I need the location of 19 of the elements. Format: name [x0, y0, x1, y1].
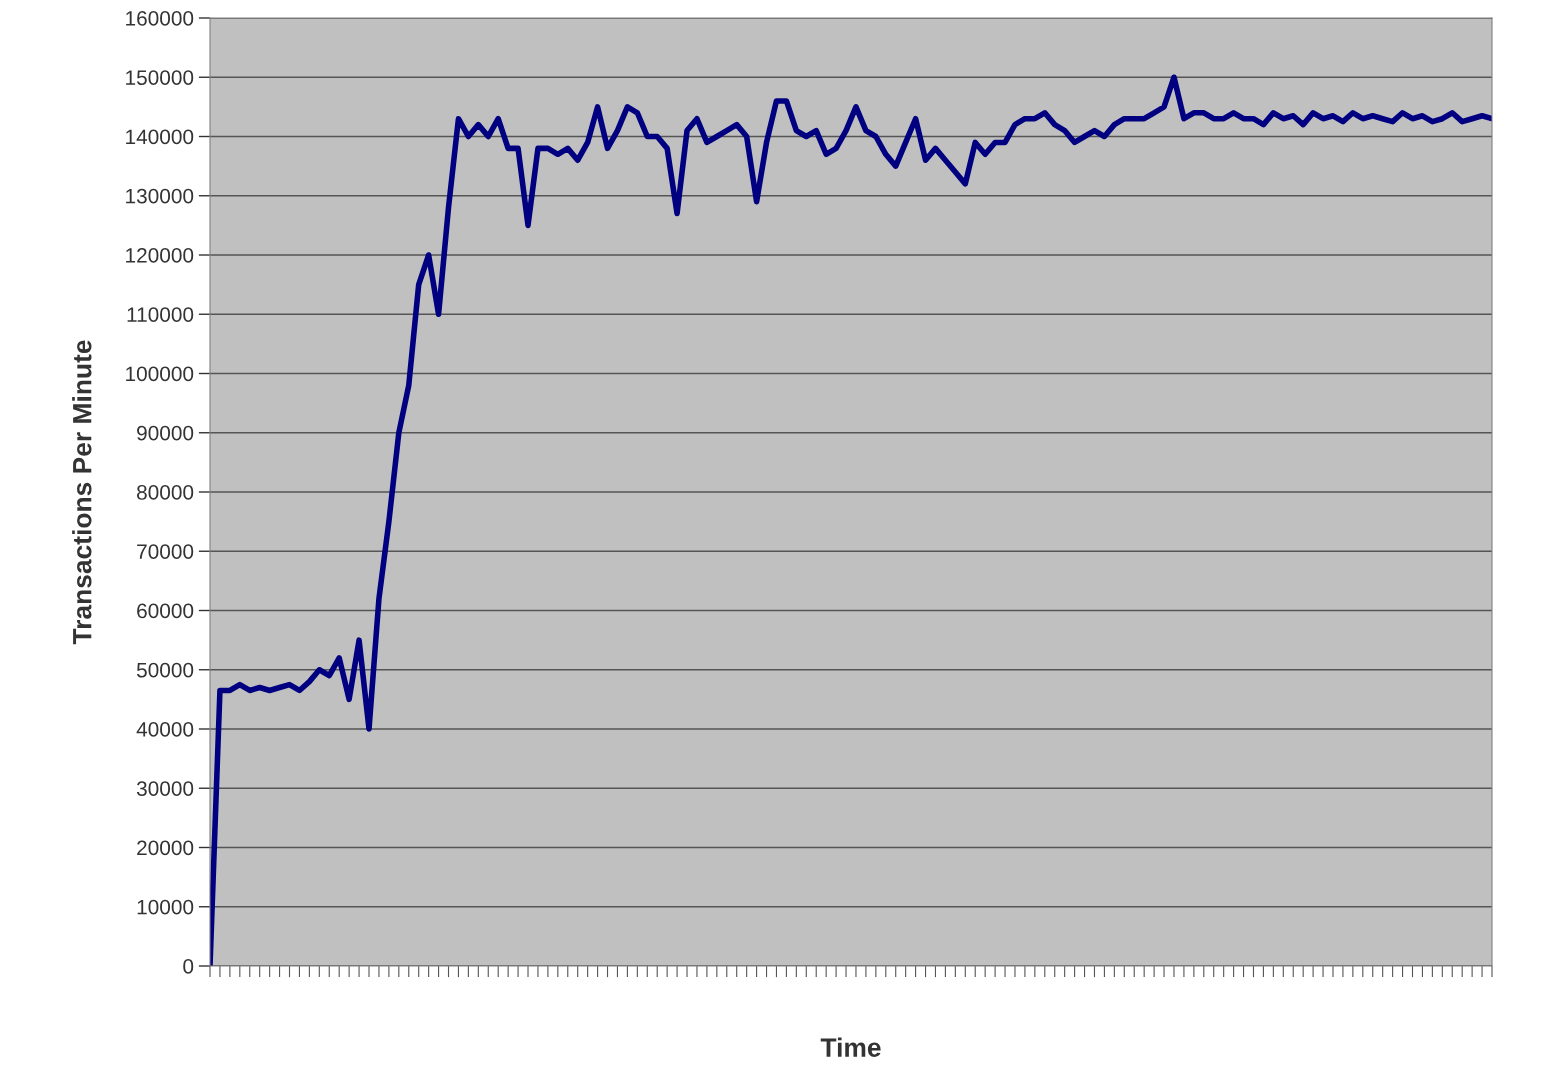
y-tick-label: 130000 — [126, 188, 194, 204]
y-tick-label: 120000 — [126, 248, 194, 263]
y-axis-title: Transactions Per Minute — [72, 340, 92, 645]
x-axis-title: Time — [820, 1037, 881, 1057]
y-tick-label: 0 — [183, 959, 194, 974]
y-tick-label: 110000 — [127, 307, 194, 322]
y-tick-label: 90000 — [137, 425, 194, 441]
y-tick-label: 50000 — [136, 662, 194, 678]
y-tick-label: 150000 — [126, 70, 194, 85]
y-tick-label: 10000 — [137, 899, 194, 915]
y-tick-label: 30000 — [136, 781, 194, 796]
y-tick-label: 80000 — [137, 485, 194, 500]
y-tick-label: 100000 — [126, 366, 194, 382]
y-tick-label: 160000 — [126, 11, 194, 26]
y-tick-label: 70000 — [137, 544, 194, 559]
y-tick-label: 20000 — [137, 840, 194, 856]
y-tick-label: 140000 — [126, 129, 194, 145]
y-tick-label: 60000 — [137, 603, 194, 619]
y-tick-label: 40000 — [136, 722, 194, 737]
